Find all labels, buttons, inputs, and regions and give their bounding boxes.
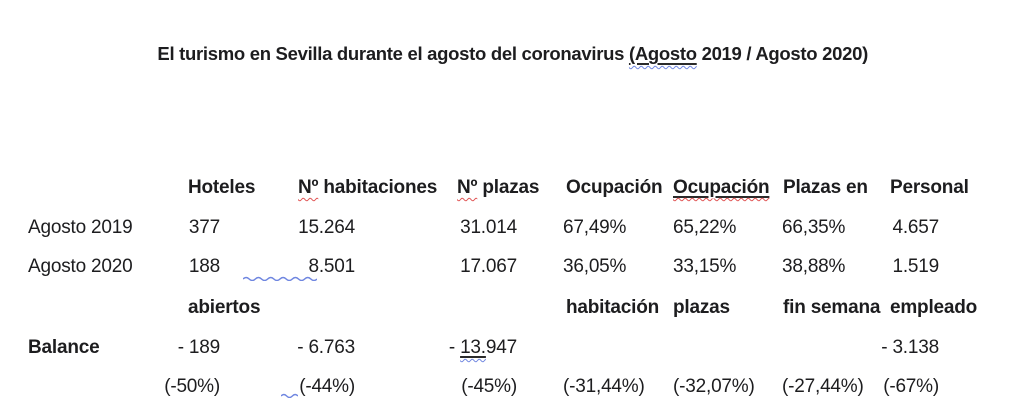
cell-personal-pct: (-67%) bbox=[883, 376, 939, 397]
row-label-balance: Balance bbox=[28, 337, 100, 358]
header-line: plazas bbox=[673, 297, 730, 318]
cell-ocupacion-plazas-pct: (-32,07%) bbox=[673, 376, 755, 397]
grammar-squiggle-balance: 13. bbox=[460, 337, 486, 358]
balance-plazas-pre: - bbox=[448, 337, 461, 358]
header-line: Hoteles bbox=[188, 177, 256, 198]
header-text: plazas bbox=[477, 177, 540, 198]
cell-plazas: 17.067 bbox=[460, 256, 517, 277]
header-ocupacion-habitacion: Ocupación habitación bbox=[566, 88, 663, 408]
header-num-plazas: Nº plazas bbox=[457, 88, 539, 288]
cell-ocupacion-plazas: 33,15% bbox=[673, 256, 737, 277]
title-text-post: 2019 / Agosto 2020) bbox=[696, 43, 869, 64]
title-underlined-segment: (Agosto bbox=[629, 43, 697, 64]
spellcheck-squiggle-no1: Nº bbox=[298, 177, 319, 198]
row-label: Agosto 2020 bbox=[28, 256, 133, 277]
cell-plazas-pct: (-45%) bbox=[461, 376, 517, 397]
grammar-squiggle-blank-before-44pct bbox=[281, 393, 298, 398]
cell-ocupacion-plazas: 65,22% bbox=[673, 217, 737, 238]
header-line: habitación bbox=[566, 297, 660, 318]
cell-personal: 1.519 bbox=[892, 256, 939, 277]
header-plazas-fin-semana: Plazas en fin semana bbox=[783, 88, 880, 408]
cell-habitaciones: 8.501 bbox=[308, 256, 355, 277]
header-line: Nº habitaciones bbox=[298, 168, 437, 208]
cell-hoteles-pct: (-50%) bbox=[164, 376, 220, 397]
cell-ocupacion-habitacion: 36,05% bbox=[563, 256, 627, 277]
balance-underlined-segment: 13. bbox=[460, 337, 486, 358]
spellcheck-squiggle-ocupacion: Ocupación bbox=[673, 177, 770, 198]
header-line: abiertos bbox=[188, 297, 261, 318]
header-line: empleado bbox=[890, 297, 978, 318]
balance-plazas-post: 947 bbox=[485, 337, 517, 358]
cell-habitaciones-pct: (-44%) bbox=[299, 376, 355, 397]
grammar-squiggle-title: (Agosto bbox=[628, 43, 697, 64]
cell-personal: - 3.138 bbox=[881, 337, 939, 358]
header-personal-empleado: Personal empleado bbox=[890, 88, 977, 408]
header-text: habitaciones bbox=[318, 177, 438, 198]
cell-ocupacion-habitacion: 67,49% bbox=[563, 217, 627, 238]
cell-ocupacion-habitacion-pct: (-31,44%) bbox=[563, 376, 645, 397]
header-num-habitaciones: Nº habitaciones bbox=[298, 88, 437, 288]
row-label: Agosto 2019 bbox=[28, 217, 133, 238]
spellcheck-squiggle-no2: Nº bbox=[457, 177, 478, 198]
cell-hoteles: 188 bbox=[188, 256, 220, 277]
cell-habitaciones: - 6.763 bbox=[297, 337, 355, 358]
document-title: El turismo en Sevilla durante el agosto … bbox=[0, 15, 1006, 93]
cell-personal: 4.657 bbox=[892, 217, 939, 238]
header-line: fin semana bbox=[783, 297, 881, 318]
header-line: Ocupación bbox=[566, 177, 663, 198]
cell-hoteles: 377 bbox=[188, 217, 220, 238]
header-line: Personal bbox=[890, 177, 969, 198]
header-line: Ocupación bbox=[673, 168, 770, 208]
cell-habitaciones: 15.264 bbox=[298, 217, 355, 238]
header-ocupacion-plazas: Ocupación plazas bbox=[673, 88, 770, 408]
header-line: Nº plazas bbox=[457, 168, 539, 208]
header-underlined-segment: Ocupación bbox=[673, 177, 770, 198]
cell-hoteles: - 189 bbox=[177, 337, 221, 358]
cell-plazas-fin-semana: 66,35% bbox=[782, 217, 846, 238]
cell-plazas-fin-semana: 38,88% bbox=[782, 256, 846, 277]
cell-plazas: - 13.947 bbox=[417, 336, 517, 360]
cell-plazas-fin-semana-pct: (-27,44%) bbox=[782, 376, 864, 397]
title-text-pre: El turismo en Sevilla durante el agosto … bbox=[157, 43, 629, 64]
cell-plazas: 31.014 bbox=[460, 217, 517, 238]
header-line: Plazas en bbox=[783, 177, 868, 198]
grammar-squiggle-blank-before-8501 bbox=[243, 276, 317, 281]
header-hoteles-abiertos: Hoteles abiertos bbox=[188, 88, 261, 408]
